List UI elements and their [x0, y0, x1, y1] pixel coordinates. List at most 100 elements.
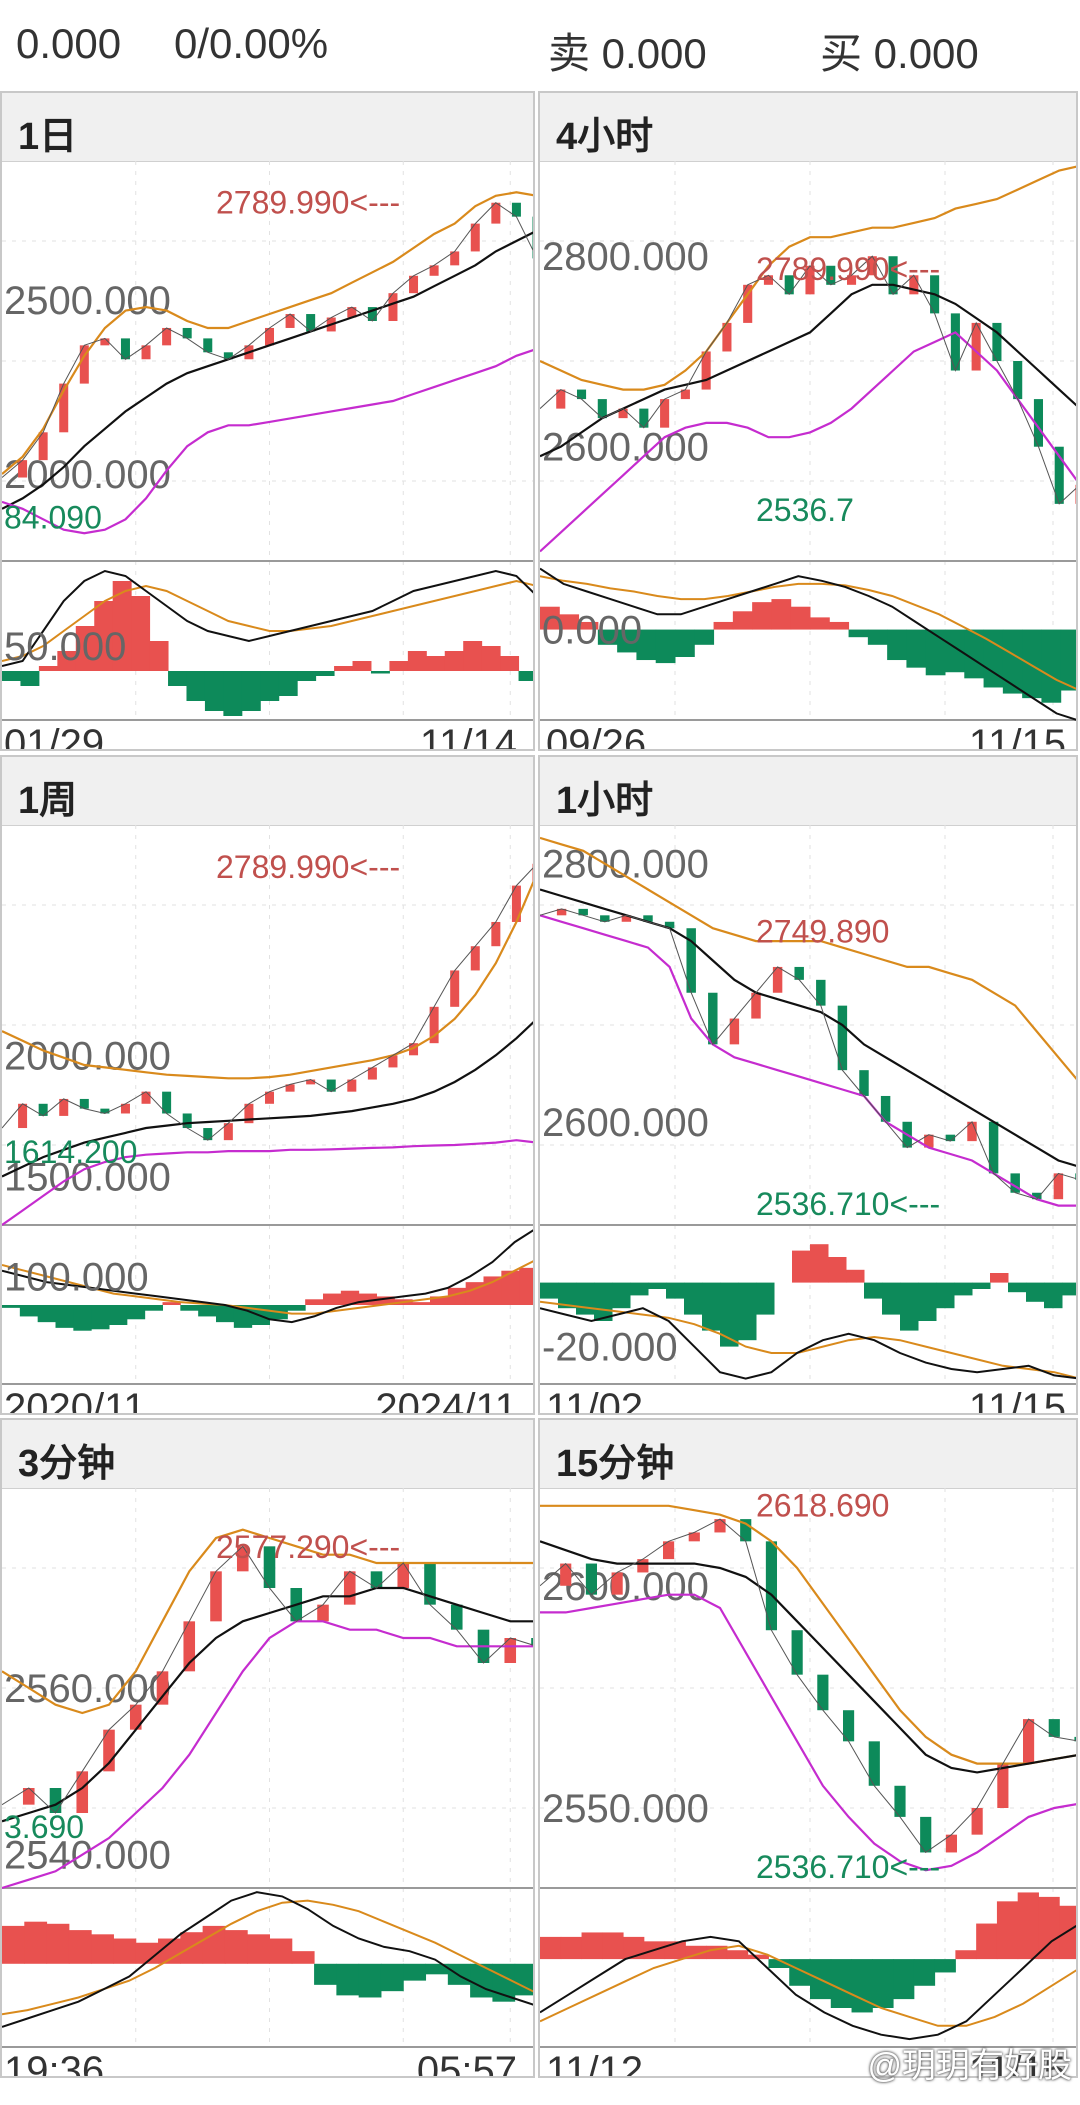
- candle: [1075, 1173, 1076, 1180]
- candle: [38, 1103, 48, 1116]
- candle: [367, 1067, 377, 1080]
- candle: [639, 408, 649, 428]
- macd-bar: [694, 629, 715, 645]
- candle: [967, 1121, 977, 1142]
- price-change: 0/0.00%: [174, 20, 329, 67]
- chart-panel-15m[interactable]: 15分钟 2600.000 2550.000 2618.690 2536.710<--…: [538, 1418, 1078, 2078]
- macd-bar: [2, 1305, 21, 1308]
- macd-bar: [771, 599, 792, 630]
- candle: [888, 256, 898, 295]
- macd-bar: [1008, 1282, 1027, 1293]
- 4h-chart-svg: 2800.000 2600.000 2789.990<--- 2536.7 0.000: [540, 161, 1076, 721]
- macd-bar: [483, 1276, 502, 1305]
- candle: [504, 1638, 517, 1663]
- x-end-label: 11/14: [419, 722, 517, 751]
- candle: [1013, 361, 1023, 400]
- candle: [38, 432, 48, 461]
- chart-panel-4h[interactable]: 4小时 2800.000 2600.000 2789.990<--- 2536.7 0.…: [538, 91, 1078, 751]
- macd-dif-line: [2, 569, 533, 667]
- macd-bar: [314, 1963, 337, 1985]
- macd-bar: [887, 629, 907, 661]
- panel-header: 1日: [2, 93, 533, 162]
- macd-bar: [726, 1950, 749, 1960]
- macd-bar: [1002, 629, 1023, 694]
- macd-bar: [112, 581, 132, 671]
- candle: [244, 1103, 254, 1124]
- candle: [660, 399, 670, 428]
- macd-dif-line: [540, 567, 1076, 721]
- chart-panel-1h[interactable]: 1小时 2800.000 2600.000 2749.890 2536.710<---…: [538, 755, 1078, 1415]
- high-label: 2789.990<---: [216, 849, 400, 885]
- macd-bar: [481, 646, 501, 671]
- x-start-label: 01/29: [4, 722, 105, 751]
- macd-bar: [19, 1305, 39, 1317]
- candle: [100, 338, 110, 346]
- macd-bar: [340, 1290, 360, 1305]
- macd-dif-line: [2, 1229, 533, 1324]
- macd-dea-line: [2, 1899, 533, 2016]
- macd-bar: [204, 671, 224, 711]
- candle: [183, 1621, 196, 1672]
- macd-bar: [287, 1305, 306, 1311]
- watermark: @玥玥有好股: [867, 2047, 1072, 2085]
- x-start-label: 11/12: [546, 2049, 644, 2078]
- candle: [285, 314, 295, 328]
- macd-bar: [713, 621, 734, 630]
- macd-dea-line: [2, 579, 533, 662]
- candle: [409, 275, 419, 294]
- ma-orange-line: [2, 880, 533, 1080]
- high-label: 2789.990<---: [756, 251, 940, 287]
- candle: [223, 1123, 233, 1141]
- low-label: 2536.7: [756, 492, 854, 528]
- low-label: 2536.710<---: [756, 1186, 940, 1222]
- high-label: 2618.690: [756, 1488, 889, 1524]
- candle: [740, 1519, 752, 1542]
- candle: [129, 1704, 142, 1730]
- candle: [429, 1006, 439, 1044]
- macd-dif-line: [2, 1891, 533, 2028]
- macd-bar: [223, 671, 243, 716]
- macd-bar: [380, 1963, 404, 1992]
- candle: [470, 946, 480, 971]
- panel-header: 4小时: [540, 93, 1076, 162]
- chart-panel-3m[interactable]: 3分钟 2560.000 2540.000 2577.290<--- 3.690 19…: [0, 1418, 535, 2078]
- high-label: 2577.290<---: [216, 1529, 400, 1565]
- candle: [367, 307, 377, 321]
- candle: [424, 1563, 436, 1605]
- candle: [868, 1741, 880, 1786]
- candle: [388, 293, 398, 321]
- ma-orange-line: [540, 1504, 1076, 1765]
- high-label: 2749.890: [756, 913, 889, 949]
- chart-panel-weekly[interactable]: 1周 2000.000 1500.000 2789.990<--- 1614.200 1…: [0, 755, 535, 1415]
- x-start-label: 11/02: [546, 1386, 644, 1415]
- candle: [945, 1134, 956, 1142]
- candle: [532, 863, 533, 886]
- candle: [722, 322, 732, 352]
- candle: [751, 992, 761, 1019]
- macd-bar: [2, 1925, 25, 1964]
- candle: [805, 265, 815, 295]
- macd-bar: [241, 671, 261, 711]
- candle: [511, 885, 521, 922]
- chart-panel-daily[interactable]: 1日 2500.000 2000.000 2789.990<--- 84.090 50.…: [0, 91, 535, 751]
- macd-bar: [666, 1282, 685, 1299]
- candle: [397, 1563, 410, 1588]
- buy-quote: 买 0.000: [820, 30, 979, 77]
- macd-bar: [158, 1938, 181, 1964]
- candle: [556, 908, 567, 916]
- candle: [532, 216, 533, 259]
- x-end-label: 11/15: [968, 2049, 1066, 2078]
- macd-bar: [186, 671, 206, 701]
- candle: [950, 313, 960, 371]
- panel-title: 3分钟: [18, 1443, 116, 1485]
- macd-bar: [269, 1938, 293, 1964]
- candle: [680, 389, 690, 400]
- candle: [772, 966, 783, 993]
- macd-bar: [597, 629, 618, 645]
- candle: [837, 1005, 848, 1071]
- candle: [909, 275, 919, 295]
- candle: [511, 202, 521, 217]
- y-tick-label: 2000.000: [4, 453, 171, 497]
- macd-bar: [352, 661, 372, 671]
